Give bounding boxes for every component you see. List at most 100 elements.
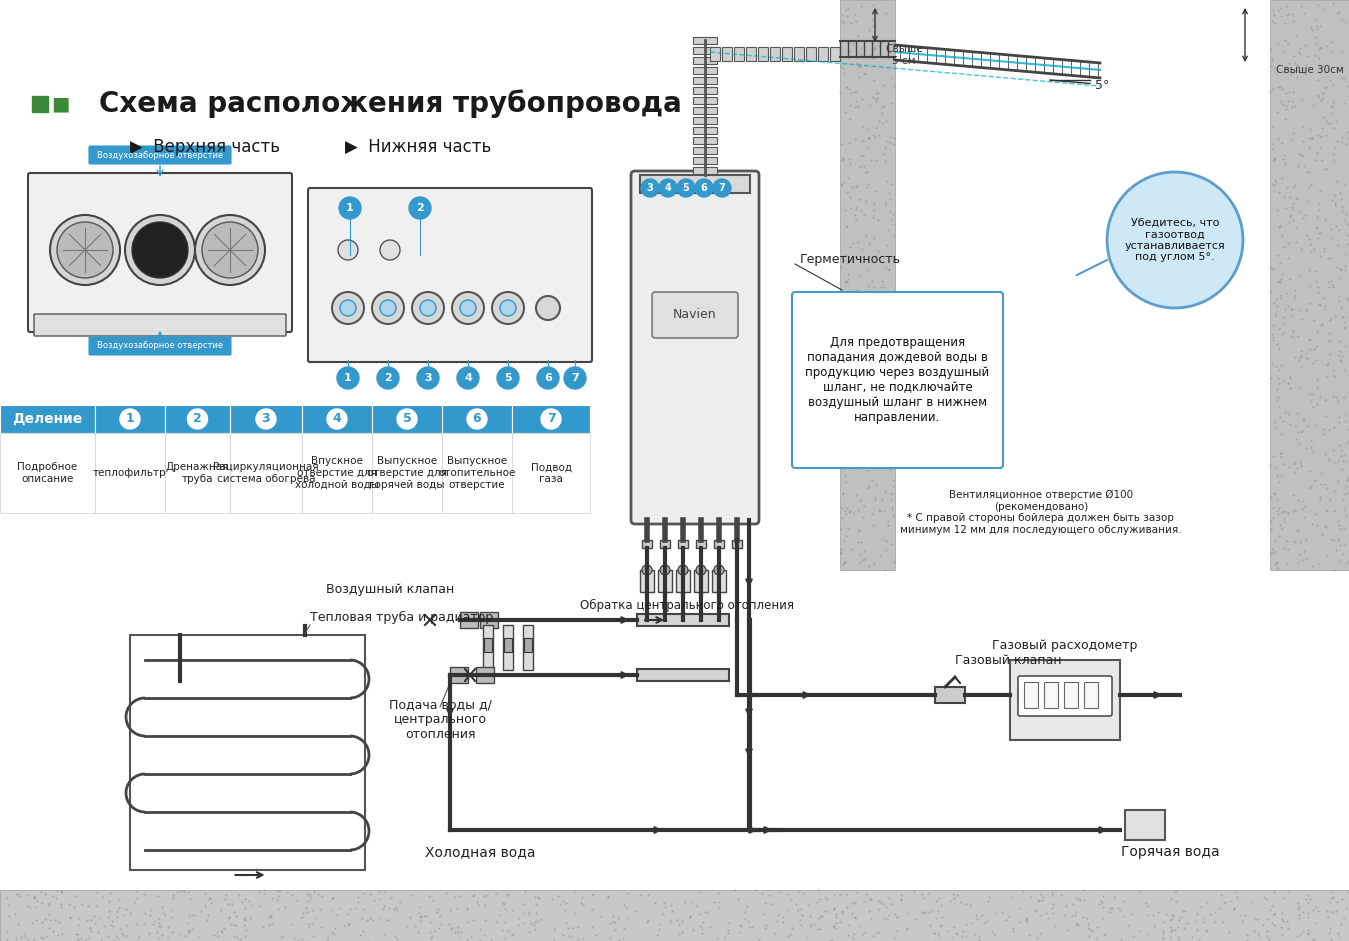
Circle shape bbox=[452, 292, 484, 324]
Text: Выпускное
отверстие для
горячей воды: Выпускное отверстие для горячей воды bbox=[367, 456, 447, 489]
Circle shape bbox=[188, 409, 208, 429]
Bar bbox=[693, 147, 718, 154]
Bar bbox=[693, 107, 718, 114]
Bar bbox=[1010, 660, 1120, 740]
Circle shape bbox=[202, 222, 258, 278]
Text: Вентиляционное отверстие Ø100
(рекомендовано)
* С правой стороны бойлера должен : Вентиляционное отверстие Ø100 (рекомендо… bbox=[900, 490, 1182, 535]
Circle shape bbox=[679, 565, 688, 575]
Bar bbox=[523, 638, 532, 652]
Bar bbox=[693, 57, 718, 64]
Text: Воздухозаборное отверстие: Воздухозаборное отверстие bbox=[97, 342, 223, 350]
Bar bbox=[817, 47, 828, 61]
Text: Убедитесь, что
газоотвод
устанавливается
под углом 5°.: Убедитесь, что газоотвод устанавливается… bbox=[1125, 217, 1225, 263]
Circle shape bbox=[256, 409, 277, 429]
Circle shape bbox=[696, 565, 706, 575]
Text: ■: ■ bbox=[51, 94, 69, 114]
Circle shape bbox=[457, 367, 479, 389]
Bar bbox=[476, 667, 494, 683]
Bar bbox=[513, 433, 590, 513]
Circle shape bbox=[376, 367, 399, 389]
Bar bbox=[484, 638, 492, 652]
Bar bbox=[483, 625, 492, 670]
Bar bbox=[693, 157, 718, 164]
Text: 3: 3 bbox=[262, 412, 270, 425]
Circle shape bbox=[397, 409, 417, 429]
Text: Подробное
описание: Подробное описание bbox=[18, 462, 78, 484]
FancyBboxPatch shape bbox=[89, 146, 231, 164]
Text: Воздухозаборное отверстие: Воздухозаборное отверстие bbox=[97, 151, 223, 160]
Text: 5: 5 bbox=[402, 412, 411, 425]
FancyBboxPatch shape bbox=[631, 171, 759, 524]
Circle shape bbox=[492, 292, 523, 324]
Circle shape bbox=[641, 179, 660, 197]
Circle shape bbox=[564, 367, 585, 389]
Text: Рациркуляционная
система обогрева: Рациркуляционная система обогрева bbox=[213, 462, 318, 484]
Text: 1: 1 bbox=[347, 203, 353, 213]
Text: Газовый расходометр: Газовый расходометр bbox=[993, 640, 1137, 652]
Circle shape bbox=[714, 565, 724, 575]
FancyBboxPatch shape bbox=[652, 292, 738, 338]
Bar bbox=[372, 405, 442, 433]
Bar bbox=[693, 37, 718, 44]
Circle shape bbox=[500, 300, 517, 316]
Text: Холодная вода: Холодная вода bbox=[425, 845, 536, 859]
Bar bbox=[1269, 0, 1349, 570]
Bar bbox=[782, 47, 792, 61]
Circle shape bbox=[536, 296, 560, 320]
Bar bbox=[935, 687, 965, 703]
Bar bbox=[696, 540, 706, 548]
Bar bbox=[32, 96, 49, 112]
Bar bbox=[460, 612, 478, 628]
Text: Подвод
газа: Подвод газа bbox=[530, 462, 572, 484]
Text: Тепловая труба и радиатор: Тепловая труба и радиатор bbox=[310, 611, 494, 624]
Text: Воздушный клапан: Воздушный клапан bbox=[326, 583, 455, 597]
Bar bbox=[679, 540, 688, 548]
Bar bbox=[693, 97, 718, 104]
Bar bbox=[513, 405, 590, 433]
Circle shape bbox=[695, 179, 714, 197]
Text: Впускное
отверстие для
холодной воды: Впускное отверстие для холодной воды bbox=[295, 456, 379, 489]
Bar bbox=[505, 638, 513, 652]
Bar bbox=[722, 47, 733, 61]
Bar bbox=[1064, 682, 1078, 708]
Text: 4: 4 bbox=[333, 412, 341, 425]
Bar bbox=[693, 47, 718, 54]
Bar bbox=[302, 433, 372, 513]
Circle shape bbox=[120, 409, 140, 429]
Bar bbox=[1125, 810, 1166, 840]
Bar bbox=[94, 433, 165, 513]
Text: 7: 7 bbox=[546, 412, 556, 425]
Bar bbox=[840, 0, 894, 570]
Circle shape bbox=[1108, 172, 1242, 308]
Text: ▶  Верхняя часть: ▶ Верхняя часть bbox=[130, 138, 281, 156]
Circle shape bbox=[660, 565, 670, 575]
Bar bbox=[693, 67, 718, 74]
Text: Navien: Navien bbox=[673, 309, 716, 322]
Text: 5: 5 bbox=[505, 373, 511, 383]
Bar bbox=[795, 47, 804, 61]
Text: Газовый клапан: Газовый клапан bbox=[955, 653, 1062, 666]
Circle shape bbox=[339, 197, 362, 219]
Text: Выпускное
отопительное
отверстие: Выпускное отопительное отверстие bbox=[438, 456, 515, 489]
Circle shape bbox=[496, 367, 519, 389]
Bar bbox=[710, 47, 720, 61]
Circle shape bbox=[332, 292, 364, 324]
Bar bbox=[637, 669, 728, 681]
Bar bbox=[714, 540, 724, 548]
Circle shape bbox=[372, 292, 403, 324]
FancyBboxPatch shape bbox=[1018, 676, 1112, 716]
Bar bbox=[639, 175, 750, 193]
Bar bbox=[712, 570, 726, 592]
Text: 6: 6 bbox=[700, 183, 707, 193]
Circle shape bbox=[467, 409, 487, 429]
Text: 2: 2 bbox=[193, 412, 202, 425]
Bar bbox=[451, 667, 468, 683]
Text: Деление: Деление bbox=[12, 412, 82, 426]
Bar bbox=[693, 117, 718, 124]
Text: ▶  Нижняя часть: ▶ Нижняя часть bbox=[345, 138, 491, 156]
FancyBboxPatch shape bbox=[28, 173, 291, 332]
Bar bbox=[442, 405, 513, 433]
Text: Герметичность: Герметичность bbox=[800, 253, 901, 266]
Circle shape bbox=[50, 215, 120, 285]
Text: 3: 3 bbox=[646, 183, 653, 193]
